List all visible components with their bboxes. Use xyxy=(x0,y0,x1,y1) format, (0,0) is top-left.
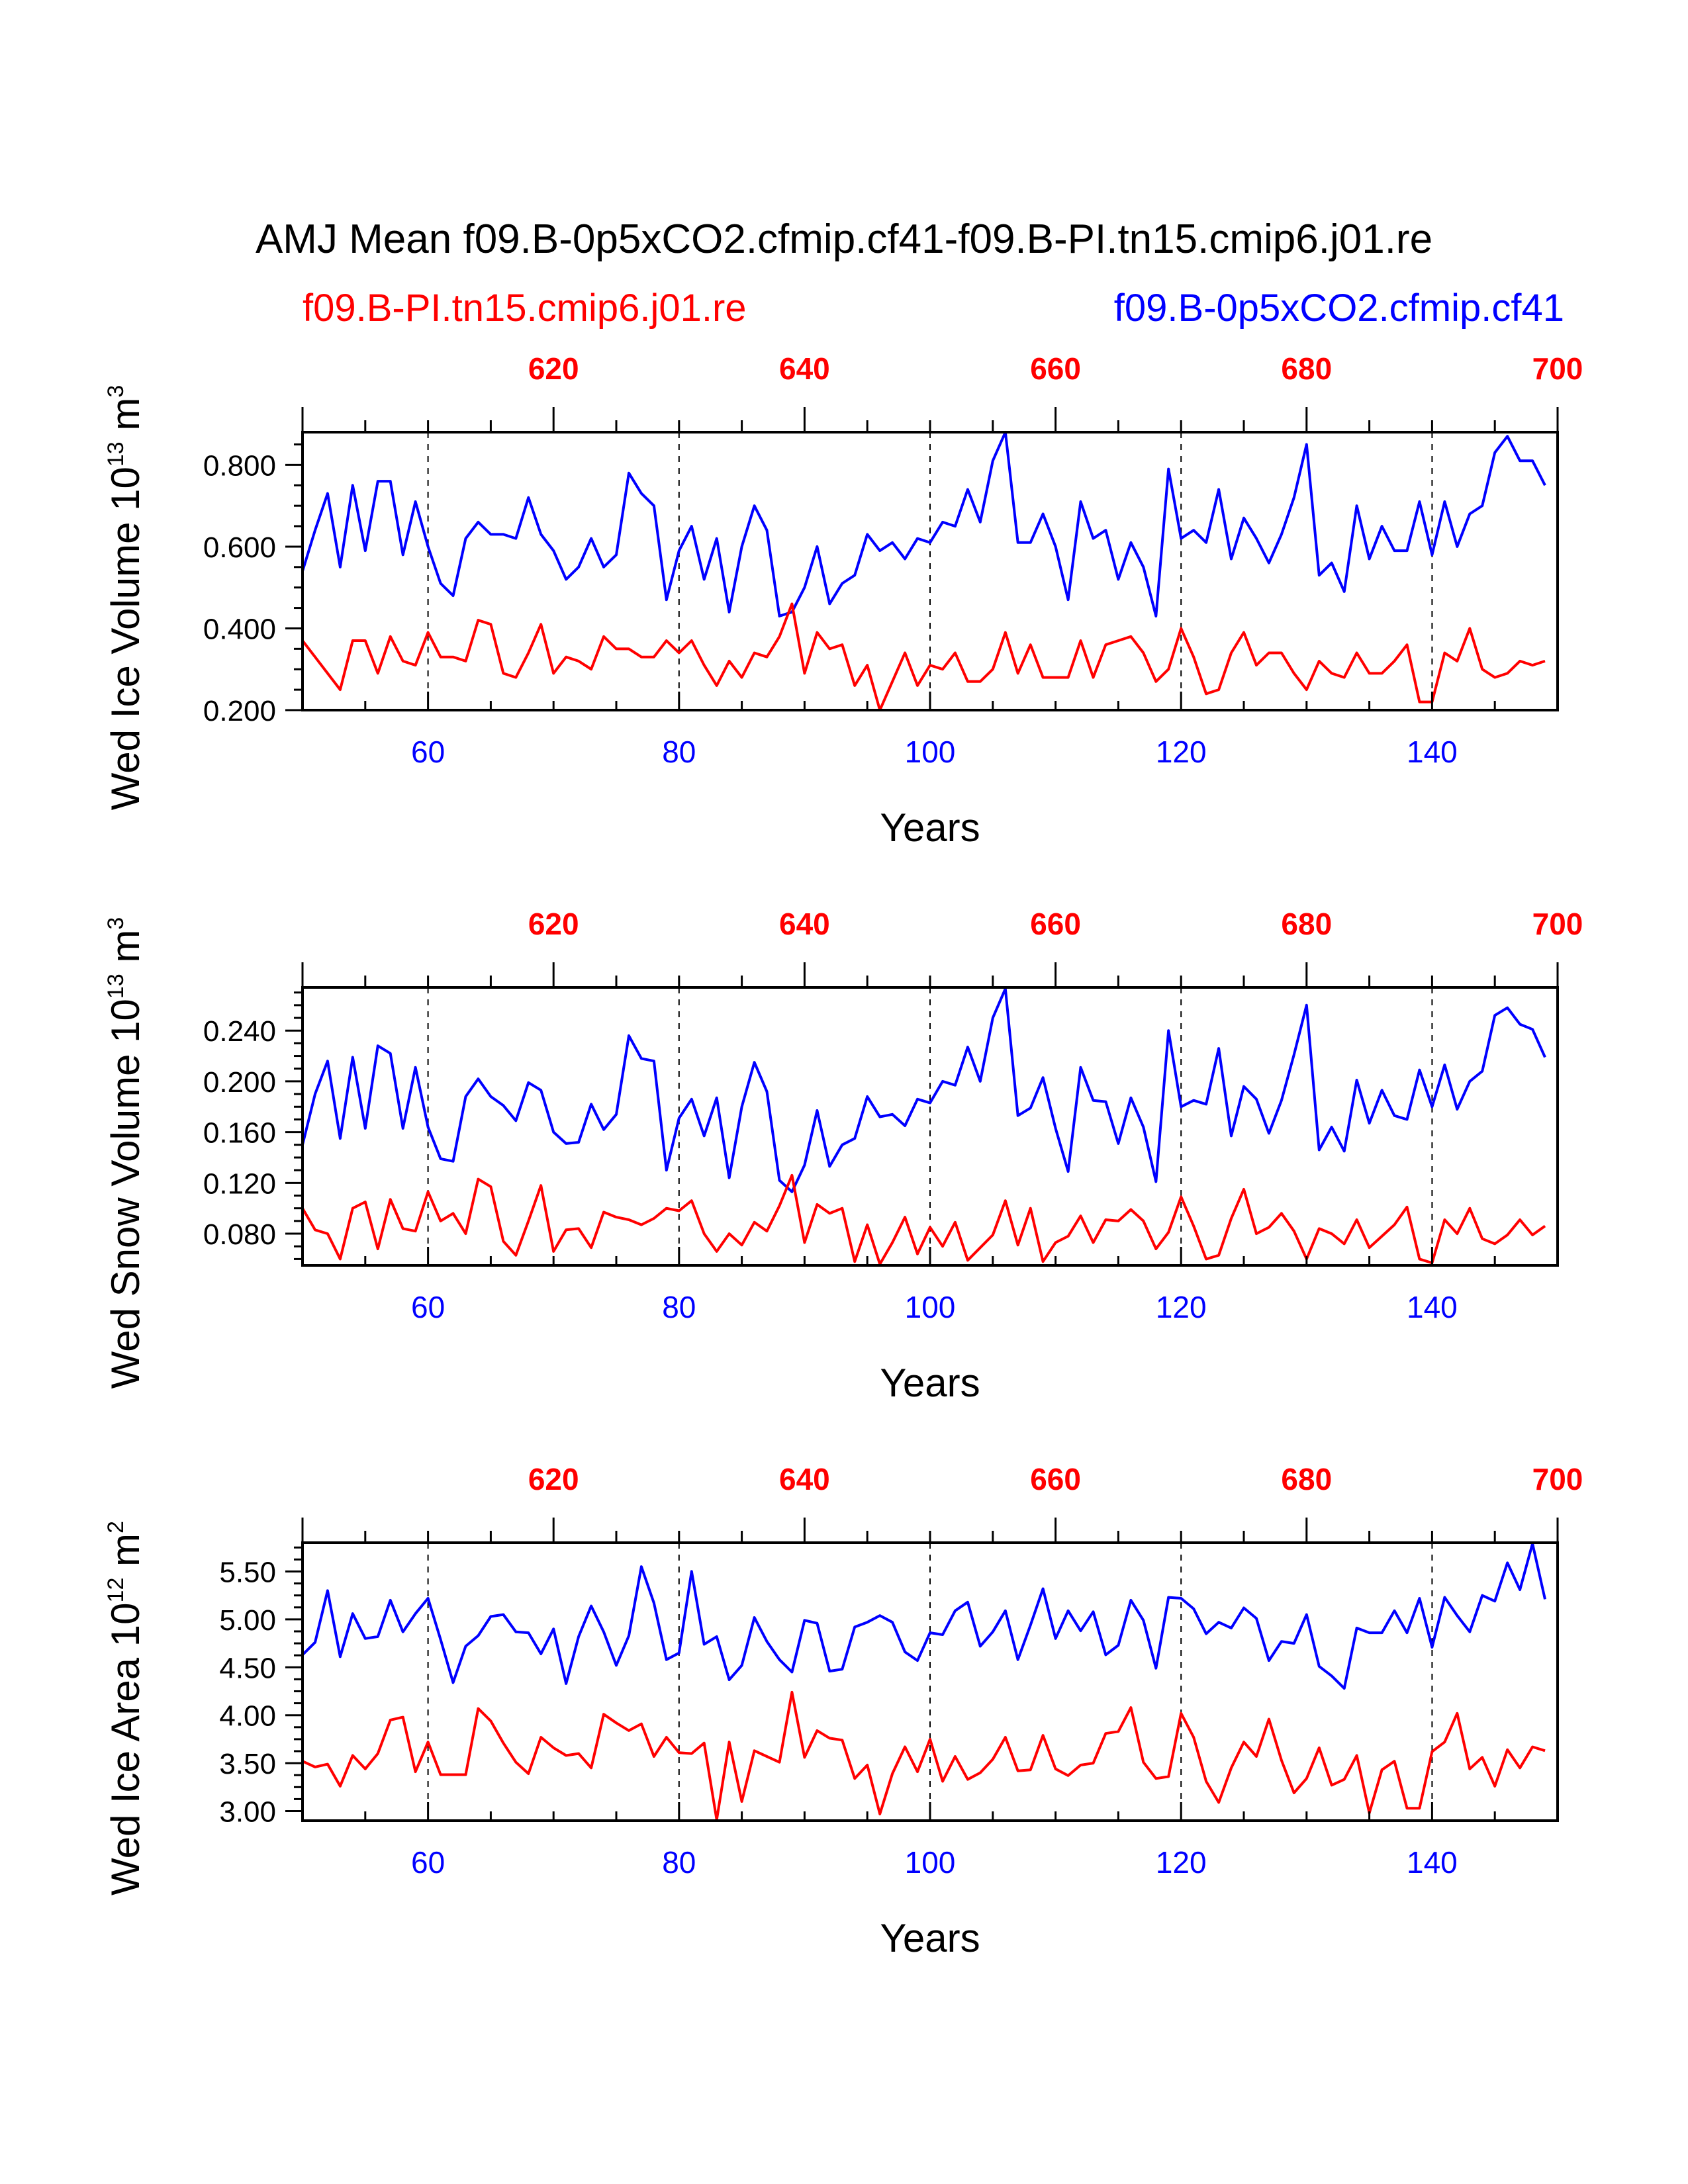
y-axis-title-unit-exp: 3 xyxy=(103,917,128,930)
x-tick-label: 100 xyxy=(905,1290,956,1324)
x-tick-label: 80 xyxy=(662,1845,696,1880)
y-axis-title-exp: 13 xyxy=(103,974,128,999)
chart-title: AMJ Mean f09.B-0p5xCO2.cfmip.cf41-f09.B-… xyxy=(256,216,1432,262)
top-tick-label: 700 xyxy=(1532,1462,1583,1496)
x-tick-label: 100 xyxy=(905,1845,956,1880)
y-axis-title: Wed Snow Volume 1013 m3 xyxy=(103,917,148,1389)
y-tick-label: 0.160 xyxy=(203,1117,276,1150)
series-line-control xyxy=(301,1173,1546,1266)
legend-control: f09.B-PI.tn15.cmip6.j01.re xyxy=(303,287,747,330)
top-tick-label: 640 xyxy=(779,351,830,386)
y-axis-title-unit-exp: 2 xyxy=(103,1521,128,1533)
y-tick-label: 0.600 xyxy=(203,531,276,564)
panels: 60 80 100 120 140 620 640 660 680 700 0.200 0.400 0.… xyxy=(103,351,1583,1960)
x-tick-label: 80 xyxy=(662,735,696,769)
top-tick-label: 660 xyxy=(1030,907,1081,941)
top-tick-label: 640 xyxy=(779,907,830,941)
y-tick-label: 0.400 xyxy=(203,613,276,645)
y-axis-title-main: Wed Ice Volume 10 xyxy=(103,467,148,810)
top-tick-label: 620 xyxy=(528,351,579,386)
x-axis-title: Years xyxy=(880,1916,980,1960)
y-tick-label: 0.240 xyxy=(203,1015,276,1048)
y-axis-title-main: Wed Snow Volume 10 xyxy=(103,999,148,1388)
y-axis-title-exp: 13 xyxy=(103,441,128,467)
y-axis-title: Wed Ice Area 1012 m2 xyxy=(103,1521,148,1895)
series-line-experiment xyxy=(301,431,1546,617)
series-line-control xyxy=(301,602,1546,711)
y-tick-label: 5.00 xyxy=(219,1604,276,1637)
series-line-experiment xyxy=(301,1542,1546,1690)
x-tick-label: 80 xyxy=(662,1290,696,1324)
panel-3: 60 80 100 120 140 620 640 660 680 700 3.00 3.50 4.00… xyxy=(103,1462,1583,1960)
y-axis-title-main: Wed Ice Area 10 xyxy=(103,1602,148,1895)
series-line-experiment xyxy=(301,987,1546,1193)
panel-1: 60 80 100 120 140 620 640 660 680 700 0.200 0.400 0.… xyxy=(103,351,1583,850)
y-tick-label: 0.800 xyxy=(203,449,276,482)
x-tick-label: 140 xyxy=(1407,735,1458,769)
y-axis-title-unit: m xyxy=(103,1533,148,1578)
x-tick-label: 60 xyxy=(411,735,445,769)
y-axis-title-unit: m xyxy=(103,398,148,442)
panel-2: 60 80 100 120 140 620 640 660 680 700 0.080 0.120 0.… xyxy=(103,907,1583,1405)
top-tick-label: 660 xyxy=(1030,1462,1081,1496)
x-tick-label: 140 xyxy=(1407,1845,1458,1880)
top-tick-label: 660 xyxy=(1030,351,1081,386)
y-tick-label: 3.00 xyxy=(219,1796,276,1829)
y-tick-label: 4.00 xyxy=(219,1700,276,1733)
top-tick-label: 620 xyxy=(528,907,579,941)
y-tick-label: 3.50 xyxy=(219,1748,276,1780)
top-tick-label: 700 xyxy=(1532,351,1583,386)
y-axis-title-unit-exp: 3 xyxy=(103,385,128,398)
x-tick-label: 140 xyxy=(1407,1290,1458,1324)
series-line-control xyxy=(302,1690,1546,1821)
y-tick-label: 0.200 xyxy=(203,695,276,727)
x-axis-title: Years xyxy=(880,805,980,850)
top-tick-label: 680 xyxy=(1281,907,1332,941)
y-tick-label: 0.120 xyxy=(203,1167,276,1200)
top-tick-label: 680 xyxy=(1281,1462,1332,1496)
legend-experiment: f09.B-0p5xCO2.cfmip.cf41 xyxy=(1114,287,1564,330)
y-axis-title: Wed Ice Volume 1013 m3 xyxy=(103,385,148,811)
y-axis-title-exp: 12 xyxy=(103,1578,128,1603)
top-tick-label: 640 xyxy=(779,1462,830,1496)
y-tick-label: 4.50 xyxy=(219,1652,276,1684)
x-tick-label: 60 xyxy=(411,1290,445,1324)
x-tick-label: 120 xyxy=(1156,1845,1207,1880)
top-tick-label: 680 xyxy=(1281,351,1332,386)
top-tick-label: 700 xyxy=(1532,907,1583,941)
y-tick-label: 5.50 xyxy=(219,1556,276,1588)
y-axis-title-unit: m xyxy=(103,930,148,974)
top-tick-label: 620 xyxy=(528,1462,579,1496)
x-tick-label: 60 xyxy=(411,1845,445,1880)
x-axis-title: Years xyxy=(880,1361,980,1405)
x-tick-label: 120 xyxy=(1156,1290,1207,1324)
x-tick-label: 100 xyxy=(905,735,956,769)
x-tick-label: 120 xyxy=(1156,735,1207,769)
y-tick-label: 0.080 xyxy=(203,1218,276,1251)
y-tick-label: 0.200 xyxy=(203,1066,276,1099)
